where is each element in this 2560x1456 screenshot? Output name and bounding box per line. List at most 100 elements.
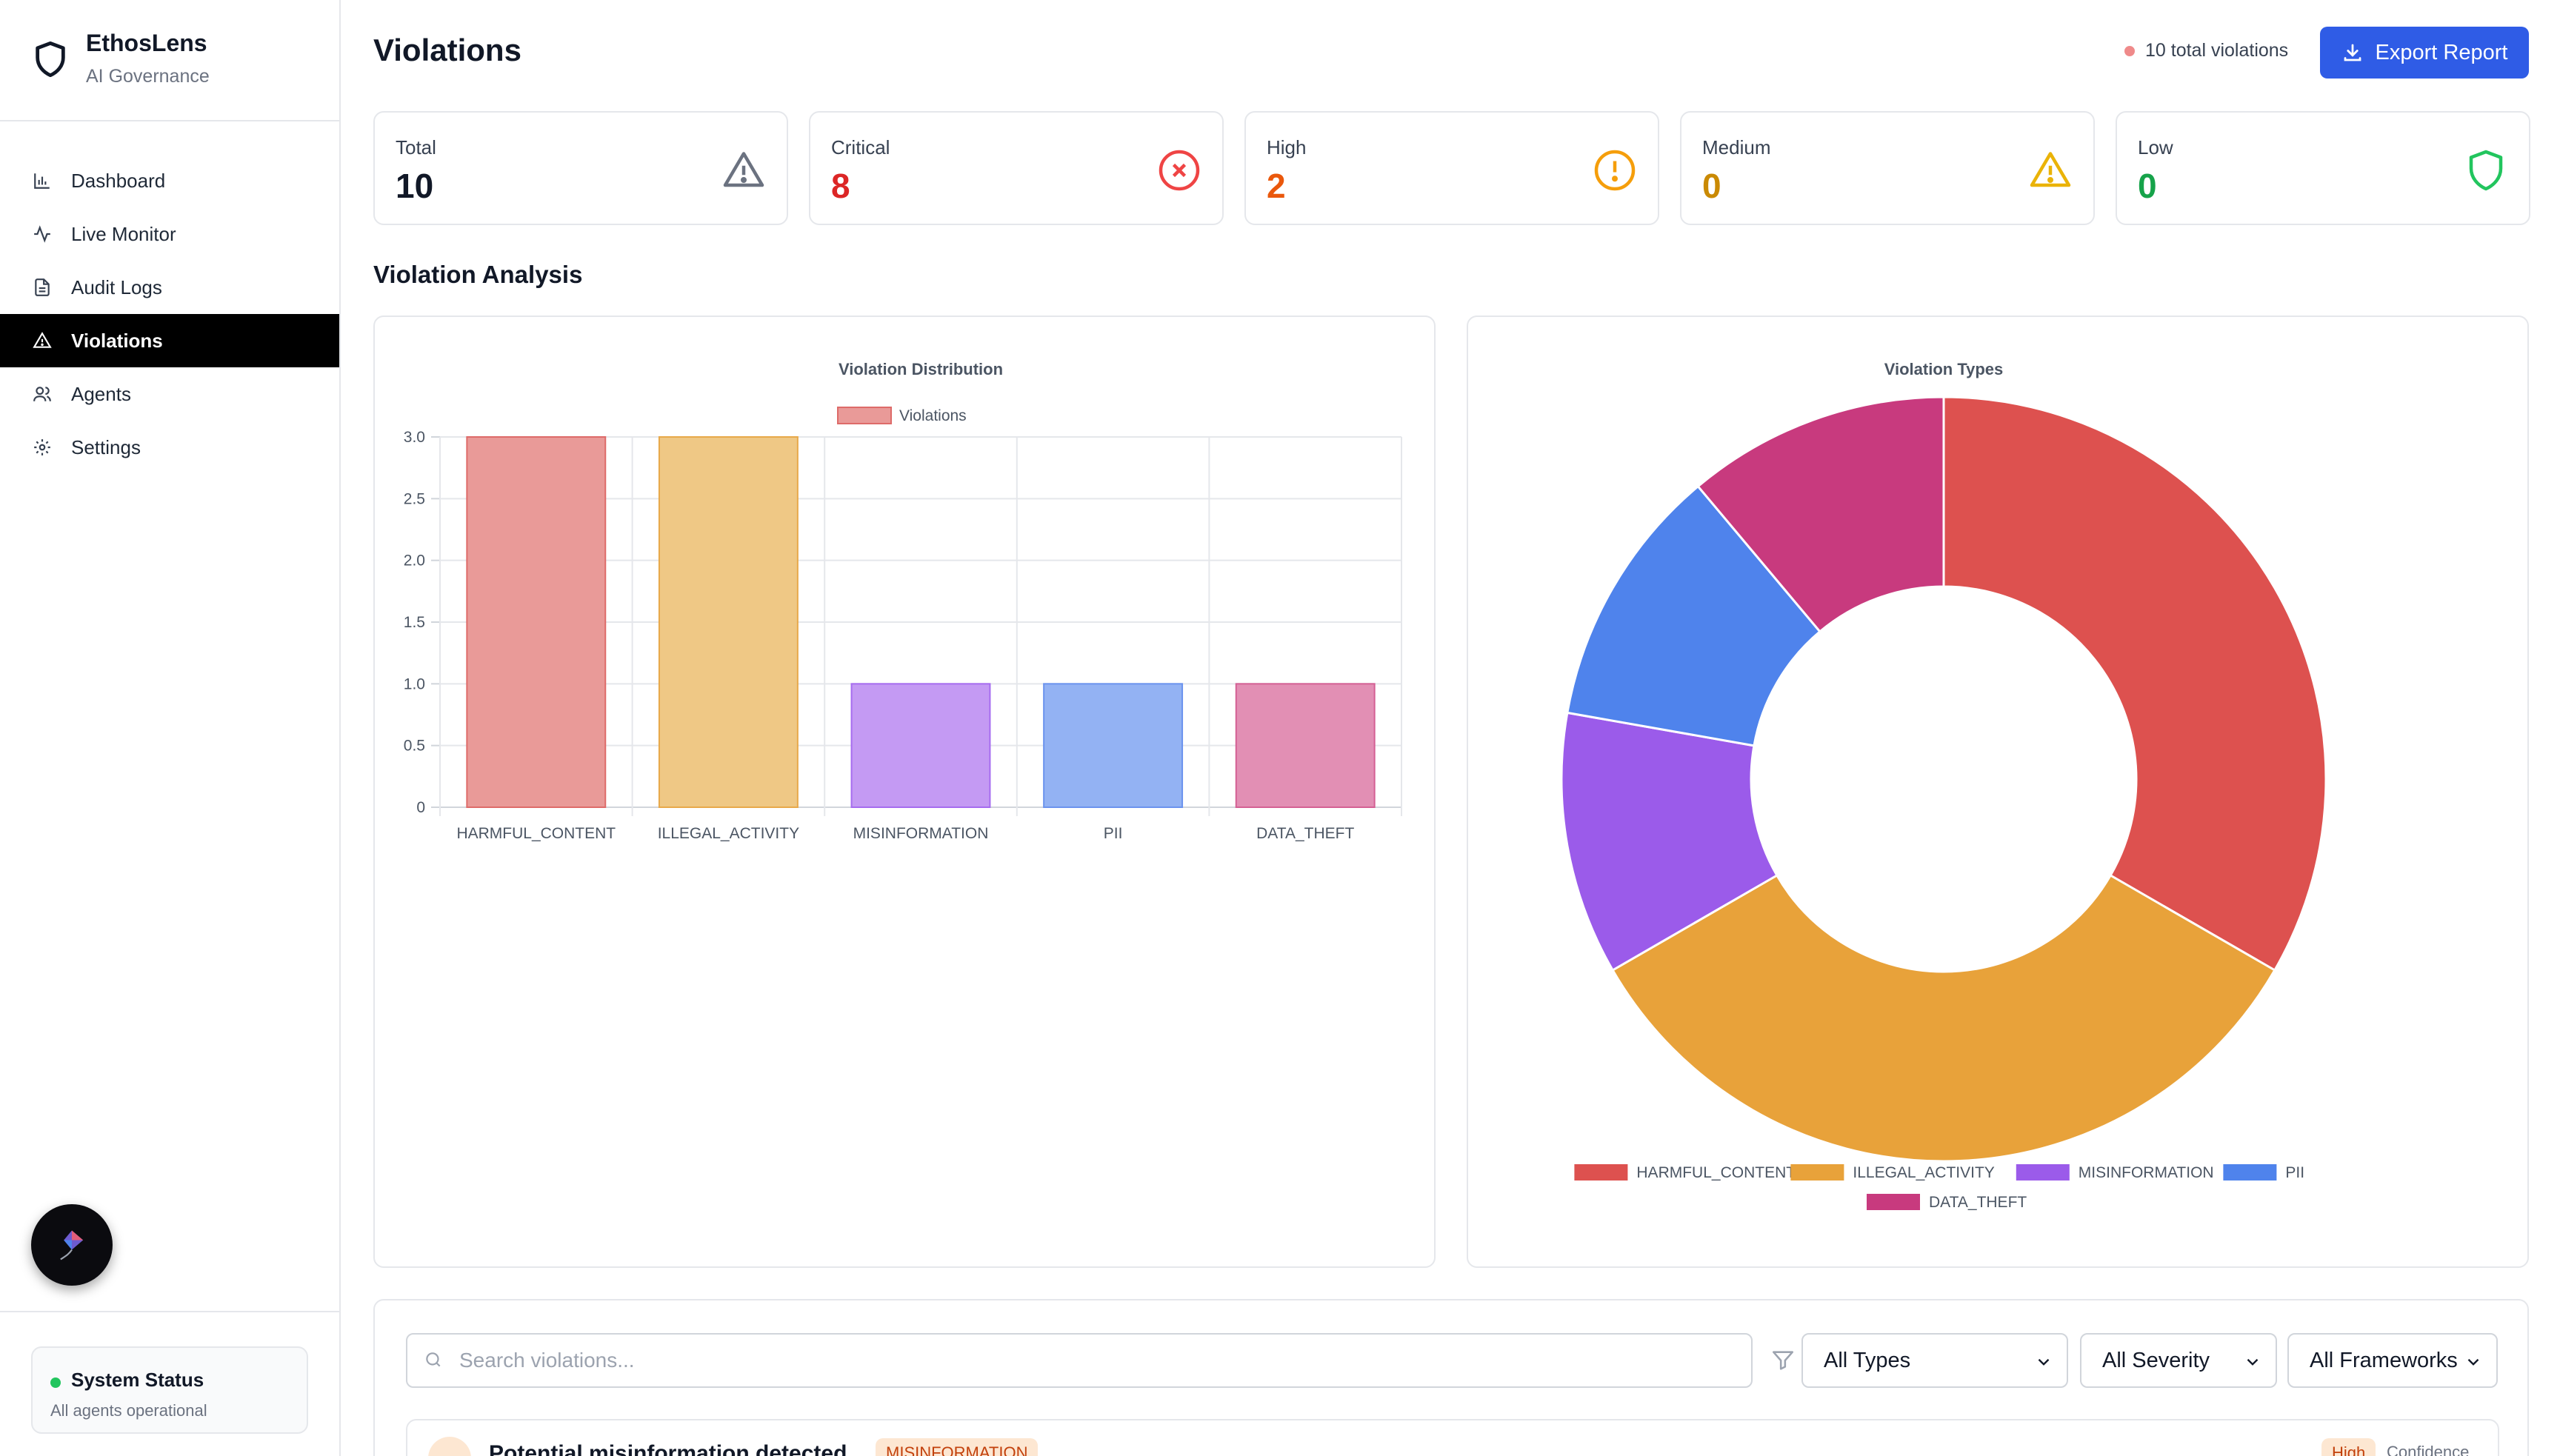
- stat-label: Total: [396, 136, 436, 158]
- alert-triangle-icon: [723, 152, 764, 187]
- sidebar-item-dashboard[interactable]: Dashboard: [0, 154, 339, 207]
- assistant-fab-button[interactable]: [31, 1204, 113, 1286]
- slice-harmful-content: [1942, 395, 2327, 972]
- legend-label: Violations: [899, 407, 967, 424]
- stat-value: 0: [1702, 167, 1721, 205]
- legend-swatch: [1867, 1194, 1920, 1210]
- slice-misinformation: [1560, 711, 1779, 972]
- x-tick-label: MISINFORMATION: [853, 825, 989, 842]
- system-status-card: System Status All agents operational: [31, 1346, 308, 1434]
- activity-icon: [31, 223, 53, 245]
- bar-illegal-activity: [658, 436, 799, 808]
- sidebar-nav: Dashboard Live Monitor Audit Logs Violat…: [0, 154, 339, 474]
- bar-data-theft: [1235, 683, 1376, 809]
- violation-distribution-chart: Violation Distribution Violations 0 0.5 1.0 1…: [404, 360, 1402, 842]
- legend-label: PII: [2285, 1164, 2304, 1181]
- filter-icon: [1772, 1351, 1794, 1370]
- sidebar-item-audit-logs[interactable]: Audit Logs: [0, 261, 339, 314]
- stat-value: 8: [831, 167, 850, 205]
- stat-label: Medium: [1702, 136, 1771, 158]
- gear-icon: [31, 436, 53, 458]
- violation-distribution-panel: Violation Distribution Violations 0 0.5 1.0 1…: [373, 315, 1436, 1268]
- search-input[interactable]: [459, 1349, 1719, 1372]
- violation-type-badge: MISINFORMATION: [876, 1438, 1039, 1456]
- brand: EthosLens AI Governance: [0, 0, 339, 121]
- sidebar: EthosLens AI Governance Dashboard Live M…: [0, 0, 341, 1456]
- framework-filter-select[interactable]: All Frameworks: [2287, 1333, 2498, 1388]
- search-icon: [424, 1350, 444, 1371]
- y-tick-label: 3.0: [404, 429, 425, 446]
- stat-card-low: Low 0: [2116, 111, 2530, 225]
- y-tick-label: 1.0: [404, 675, 425, 692]
- sidebar-item-agents[interactable]: Agents: [0, 367, 339, 421]
- total-violations-label: 10 total violations: [2145, 40, 2289, 61]
- sidebar-footer: System Status All agents operational: [0, 1311, 339, 1456]
- confidence-label: Confidence: [2387, 1443, 2470, 1456]
- brand-subtitle: AI Governance: [86, 66, 210, 87]
- chevron-down-icon: [2247, 1358, 2259, 1366]
- sidebar-item-label: Settings: [71, 435, 141, 458]
- violation-types-panel: Violation Types HARMFUL_CONTENT ILLEGAL_AC…: [1467, 315, 2529, 1268]
- y-tick-label: 2.5: [404, 490, 425, 507]
- alert-triangle-icon: [2030, 152, 2071, 187]
- stat-card-critical: Critical 8: [809, 111, 1224, 225]
- sidebar-item-label: Agents: [71, 382, 131, 405]
- stat-label: Critical: [831, 136, 890, 158]
- y-tick-label: 1.5: [404, 614, 425, 631]
- system-status-detail: All agents operational: [50, 1401, 207, 1420]
- sidebar-item-label: Live Monitor: [71, 222, 176, 245]
- severity-filter-select[interactable]: All Severity: [2080, 1333, 2277, 1388]
- legend-label: ILLEGAL_ACTIVITY: [1853, 1164, 1994, 1181]
- export-report-button[interactable]: Export Report: [2320, 27, 2529, 79]
- sidebar-item-live-monitor[interactable]: Live Monitor: [0, 207, 339, 261]
- sidebar-item-settings[interactable]: Settings: [0, 421, 339, 474]
- y-tick-label: 0.5: [404, 738, 425, 755]
- slice-data-theft: [1696, 395, 1945, 633]
- kite-icon: [60, 1230, 84, 1260]
- stat-value: 10: [396, 167, 434, 205]
- type-filter-select[interactable]: All Types: [1801, 1333, 2068, 1388]
- x-tick-label: ILLEGAL_ACTIVITY: [658, 825, 799, 842]
- sidebar-item-label: Audit Logs: [71, 275, 162, 298]
- alert-circle-icon: [1594, 150, 1636, 191]
- stat-card-total: Total 10: [373, 111, 788, 225]
- page-title: Violations: [373, 33, 521, 67]
- sidebar-item-violations[interactable]: Violations: [0, 314, 339, 367]
- violation-row[interactable]: Potential misinformation detected MISINF…: [406, 1419, 2499, 1456]
- sidebar-item-label: Violations: [71, 329, 163, 352]
- legend-label: DATA_THEFT: [1929, 1194, 2027, 1211]
- file-text-icon: [31, 276, 53, 298]
- section-title: Violation Analysis: [373, 261, 583, 288]
- violation-title: Potential misinformation detected: [489, 1441, 847, 1456]
- legend-swatch: [1790, 1164, 1844, 1181]
- legend-label: HARMFUL_CONTENT: [1636, 1164, 1796, 1181]
- y-tick-label: 2.0: [404, 552, 425, 570]
- chevron-down-icon: [2038, 1358, 2050, 1366]
- status-dot: [2124, 45, 2135, 56]
- violations-list-section: All Types All Severity All Frameworks Po…: [373, 1299, 2529, 1456]
- violation-row-icon: [428, 1437, 471, 1456]
- shield-logo-icon: [36, 41, 65, 78]
- stat-value: 0: [2138, 167, 2157, 205]
- severity-badge: High: [2321, 1438, 2376, 1456]
- severity-filter-value: All Severity: [2102, 1348, 2210, 1372]
- shield-icon: [2469, 150, 2503, 191]
- framework-filter-value: All Frameworks: [2310, 1348, 2458, 1372]
- total-violations-indicator: 10 total violations: [2124, 40, 2288, 61]
- status-dot: [50, 1377, 61, 1388]
- x-circle-icon: [1159, 150, 1200, 191]
- legend-swatch: [2016, 1164, 2070, 1181]
- type-filter-value: All Types: [1824, 1348, 1911, 1372]
- x-tick-label: PII: [1104, 825, 1123, 842]
- legend-swatch: [2223, 1164, 2277, 1181]
- slice-pii: [1566, 484, 1821, 747]
- search-box: [406, 1333, 1753, 1388]
- stat-card-high: High 2: [1244, 111, 1659, 225]
- stat-label: High: [1267, 136, 1307, 158]
- x-tick-label: HARMFUL_CONTENT: [456, 825, 616, 842]
- bar-harmful-content: [466, 436, 607, 808]
- legend-label: MISINFORMATION: [2079, 1164, 2214, 1181]
- chart-title: Violation Distribution: [839, 360, 1003, 378]
- legend-swatch: [837, 407, 892, 424]
- x-tick-label: DATA_THEFT: [1256, 825, 1354, 842]
